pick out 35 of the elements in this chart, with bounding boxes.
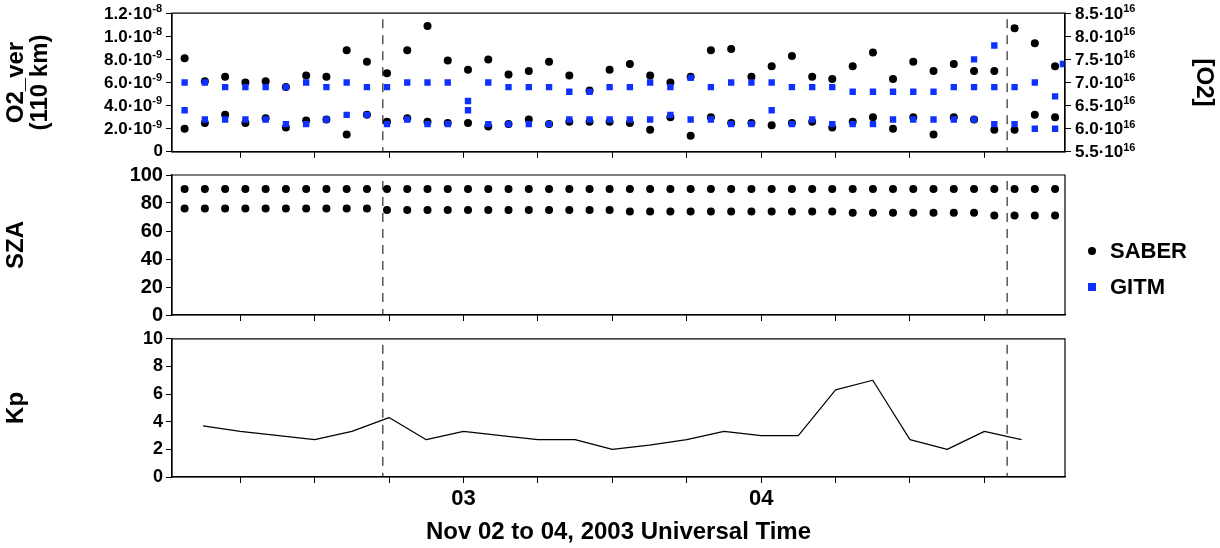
- y2-tick-label: 6.0·10$^{16}$: [1075, 117, 1136, 139]
- y-tick-label: 0: [151, 302, 163, 325]
- x-tick-label: 04: [748, 485, 775, 511]
- y-tick-label: 60: [140, 218, 163, 241]
- legend-label: SABER: [1110, 238, 1188, 264]
- y2-axis-title: [O2]: [1192, 58, 1220, 107]
- y-tick-label: 40: [140, 246, 163, 269]
- y-tick-label: 100: [129, 162, 163, 185]
- legend-label: GITM: [1110, 274, 1165, 300]
- y-tick-label: 2: [152, 438, 163, 459]
- y2-tick-label: 5.5·10$^{16}$: [1075, 140, 1136, 162]
- y-tick-label: 4: [152, 410, 163, 431]
- x-axis-title: Nov 02 to 04, 2003 Universal Time: [425, 516, 812, 544]
- y-tick-label: 1.0·10$^{-8}$: [104, 25, 163, 46]
- y2-tick-label: 7.0·10$^{16}$: [1075, 71, 1136, 92]
- y2-tick-label: 6.5·10$^{16}$: [1075, 94, 1136, 116]
- y-tick-label: 8.0·10$^{-9}$: [104, 48, 163, 69]
- y-axis-title: SZA: [0, 221, 28, 269]
- y-tick-label: 8: [152, 355, 163, 376]
- y-tick-label: 10: [142, 327, 163, 348]
- y-axis-title: O2_ver (110 km): [0, 34, 52, 131]
- y-tick-label: 0: [153, 141, 163, 161]
- y-tick-label: 2.0·10$^{-9}$: [104, 117, 163, 139]
- x-tick-label: 03: [451, 485, 476, 511]
- y2-tick-label: 8.5·10$^{16}$: [1075, 2, 1136, 23]
- y-tick-label: 4.0·10$^{-9}$: [104, 94, 163, 116]
- y-tick-label: 6: [152, 383, 163, 404]
- y-axis-title: Kp: [0, 391, 28, 424]
- y2-tick-label: 7.5·10$^{16}$: [1075, 48, 1136, 69]
- y-tick-label: 20: [140, 274, 163, 297]
- y-tick-label: 6.0·10$^{-9}$: [104, 71, 163, 92]
- y-tick-label: 0: [152, 465, 163, 486]
- y-tick-label: 1.2·10$^{-8}$: [104, 2, 163, 23]
- y2-tick-label: 8.0·10$^{16}$: [1075, 25, 1136, 46]
- y-tick-label: 80: [140, 190, 163, 213]
